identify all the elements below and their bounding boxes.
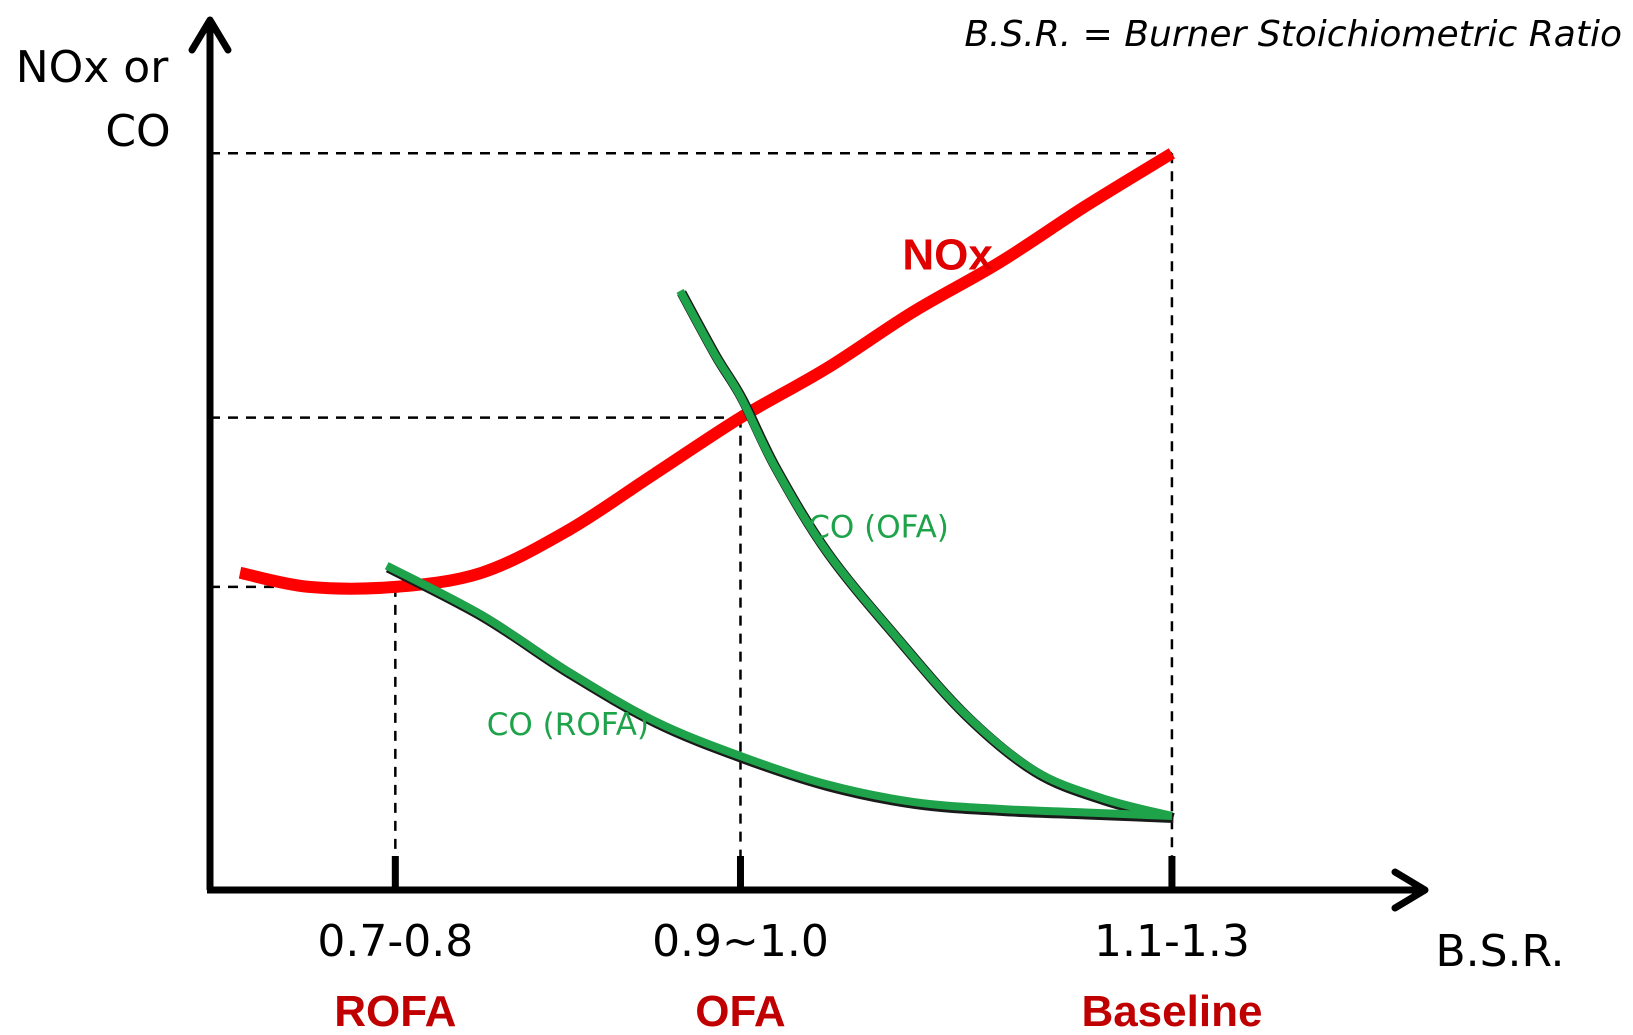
x-tick-label-2: 1.1-1.3 [1094, 916, 1250, 967]
series-label-1: CO (OFA) [808, 510, 949, 546]
x-category-label-0: ROFA [334, 987, 456, 1035]
series-line-2 [384, 562, 1173, 820]
axes [188, 16, 1429, 912]
x-category-label-2: Baseline [1081, 987, 1262, 1035]
series-shadow-1 [677, 290, 1175, 823]
x-tick-label-0: 0.7-0.8 [317, 916, 473, 967]
x-axis-arrow-icon [1391, 868, 1429, 912]
y-axis-title-line-2: CO [105, 106, 170, 157]
x-category-label-1: OFA [695, 987, 785, 1035]
series-group [238, 148, 1176, 823]
x-axis-title: B.S.R. [1435, 926, 1564, 977]
guide-lines [210, 152, 1174, 890]
series-line-1 [676, 288, 1173, 820]
x-tick-label-1: 0.9~1.0 [652, 916, 829, 967]
chart-note: B.S.R. = Burner Stoichiometric Ratio [964, 14, 1622, 55]
y-axis-title-line-1: NOx or [16, 42, 169, 93]
series-label-0: NOx [902, 231, 993, 280]
x-ticks: 0.7-0.8 ROFA 0.9~1.0 OFA 1.1-1.3 Baseline [317, 856, 1262, 1035]
series-labels: NOx CO (OFA) CO (ROFA) [487, 231, 994, 743]
series-line-0 [238, 148, 1176, 595]
y-axis-arrow-icon [188, 16, 232, 54]
series-label-2: CO (ROFA) [487, 707, 649, 743]
